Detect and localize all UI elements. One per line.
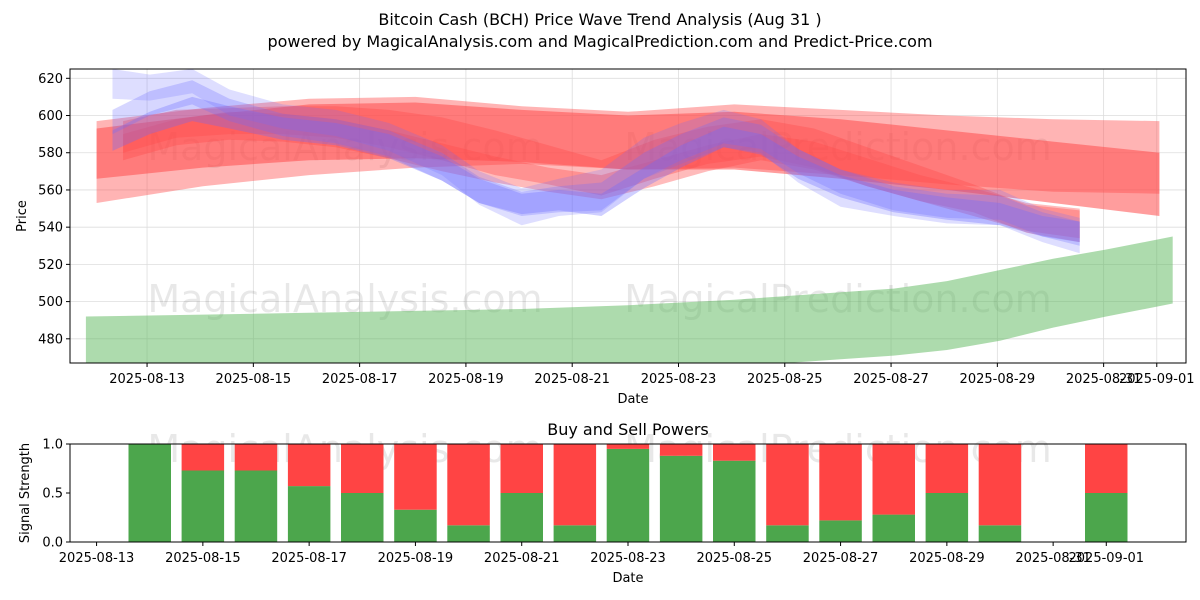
price-y-tick-label: 600 [38, 109, 63, 124]
buy-bar [978, 525, 1022, 542]
price-wave-bands [85, 69, 1173, 363]
price-x-ticks: 2025-08-13 2025-08-15 2025-08-17 2025-08-19… [109, 363, 1195, 387]
buy-sell-x-tick-label: 2025-08-15 [165, 551, 241, 566]
buy-sell-x-tick-label: 2025-08-21 [484, 551, 560, 566]
price-y-tick-label: 540 [38, 221, 63, 236]
buy-bar [128, 444, 171, 542]
buy-bar [606, 448, 650, 542]
sell-bar [819, 444, 862, 521]
price-y-tick-label: 620 [38, 72, 63, 87]
price-x-axis-label: Date [617, 392, 648, 407]
buy-bar [872, 514, 915, 542]
sell-bar [553, 444, 597, 526]
price-y-tick-label: 480 [38, 332, 63, 347]
buy-bar [1085, 493, 1128, 542]
buy-bar [341, 493, 384, 542]
sell-bar [447, 444, 490, 526]
wave-blue-1-band [112, 69, 1080, 254]
wave-red-1-band [123, 106, 1080, 243]
buy-sell-x-tick-label: 2025-08-29 [909, 551, 985, 566]
buy-sell-x-axis-label: Date [612, 571, 643, 586]
price-x-tick-label: 2025-08-25 [747, 372, 823, 387]
price-x-tick-label: 2025-08-13 [109, 372, 185, 387]
price-y-ticks: 480 500 520 540 560 580 600 620 [38, 72, 70, 347]
sell-bar [341, 444, 384, 493]
sell-bar [925, 444, 969, 493]
sell-bar [713, 444, 756, 461]
wave-red-mid-band [96, 102, 1160, 216]
price-y-tick-label: 500 [38, 295, 63, 310]
buy-sell-y-tick-label: 1.0 [42, 438, 63, 453]
price-y-tick-label: 580 [38, 146, 63, 161]
chart-title-line2: powered by MagicalAnalysis.com and Magic… [267, 32, 932, 51]
price-y-tick-label: 520 [38, 258, 63, 273]
sell-bar [872, 444, 915, 515]
buy-bar [447, 525, 490, 542]
buy-bar [819, 520, 862, 542]
buy-bar [925, 493, 969, 542]
buy-sell-bars [128, 444, 1128, 542]
wave-blue-2-band [112, 80, 1080, 246]
price-wave-chart: MagicalAnalysis.com MagicalPrediction.co… [15, 68, 1195, 407]
price-x-tick-label: 2025-08-15 [216, 372, 292, 387]
wave-green-band [85, 236, 1173, 363]
price-x-tick-label: 2025-08-29 [960, 372, 1036, 387]
buy-sell-x-tick-label: 2025-08-23 [590, 551, 666, 566]
buy-bar [234, 470, 278, 542]
buy-sell-chart: Buy and Sell Powers MagicalAnalysis.com … [18, 420, 1187, 586]
buy-sell-x-tick-label: 2025-08-27 [803, 551, 879, 566]
buy-sell-y-tick-label: 0.0 [42, 536, 63, 551]
buy-sell-x-tick-label: 2025-08-25 [697, 551, 773, 566]
wave-red-2-band [123, 111, 1080, 239]
sell-bar [287, 444, 331, 487]
sell-bar [659, 444, 703, 456]
buy-sell-x-tick-label: 2025-09-01 [1069, 551, 1145, 566]
buy-bar [394, 509, 437, 542]
sell-bar [978, 444, 1022, 526]
sell-bar [500, 444, 543, 493]
price-axes-frame [69, 68, 1187, 364]
buy-bar [500, 493, 543, 542]
sell-bar [394, 444, 437, 510]
price-y-axis-label: Price [15, 200, 30, 232]
price-x-tick-label: 2025-08-31 [1066, 372, 1142, 387]
price-x-tick-label: 2025-08-19 [428, 372, 504, 387]
buy-bar [287, 486, 331, 542]
buy-bar [659, 455, 703, 542]
buy-sell-y-tick-label: 0.5 [42, 487, 63, 502]
sell-bar [234, 444, 278, 471]
buy-sell-x-tick-label: 2025-08-31 [1015, 551, 1091, 566]
buy-sell-x-tick-label: 2025-08-17 [271, 551, 347, 566]
buy-sell-title: Buy and Sell Powers [547, 420, 709, 439]
sell-bar [1085, 444, 1128, 493]
sell-bar [766, 444, 809, 526]
buy-bar [553, 525, 597, 542]
price-x-tick-label: 2025-08-21 [534, 372, 610, 387]
sell-bar [606, 444, 650, 449]
buy-sell-x-tick-label: 2025-08-13 [59, 551, 135, 566]
price-x-tick-label: 2025-08-17 [322, 372, 398, 387]
sell-bar [181, 444, 225, 471]
buy-sell-y-axis-label: Signal Strength [18, 443, 33, 543]
buy-sell-x-ticks: 2025-08-13 2025-08-15 2025-08-17 2025-08-19… [59, 542, 1144, 566]
price-x-tick-label: 2025-08-23 [641, 372, 717, 387]
buy-bar [181, 470, 225, 542]
buy-bar [713, 460, 756, 542]
buy-sell-x-tick-label: 2025-08-19 [378, 551, 454, 566]
price-y-tick-label: 560 [38, 183, 63, 198]
wave-blue-3-band [112, 96, 1080, 243]
price-x-tick-label: 2025-09-01 [1119, 372, 1195, 387]
price-x-tick-label: 2025-08-27 [853, 372, 929, 387]
buy-bar [766, 525, 809, 542]
buy-sell-y-ticks: 0.0 0.5 1.0 [42, 438, 70, 551]
chart-title-line1: Bitcoin Cash (BCH) Price Wave Trend Anal… [378, 10, 821, 29]
